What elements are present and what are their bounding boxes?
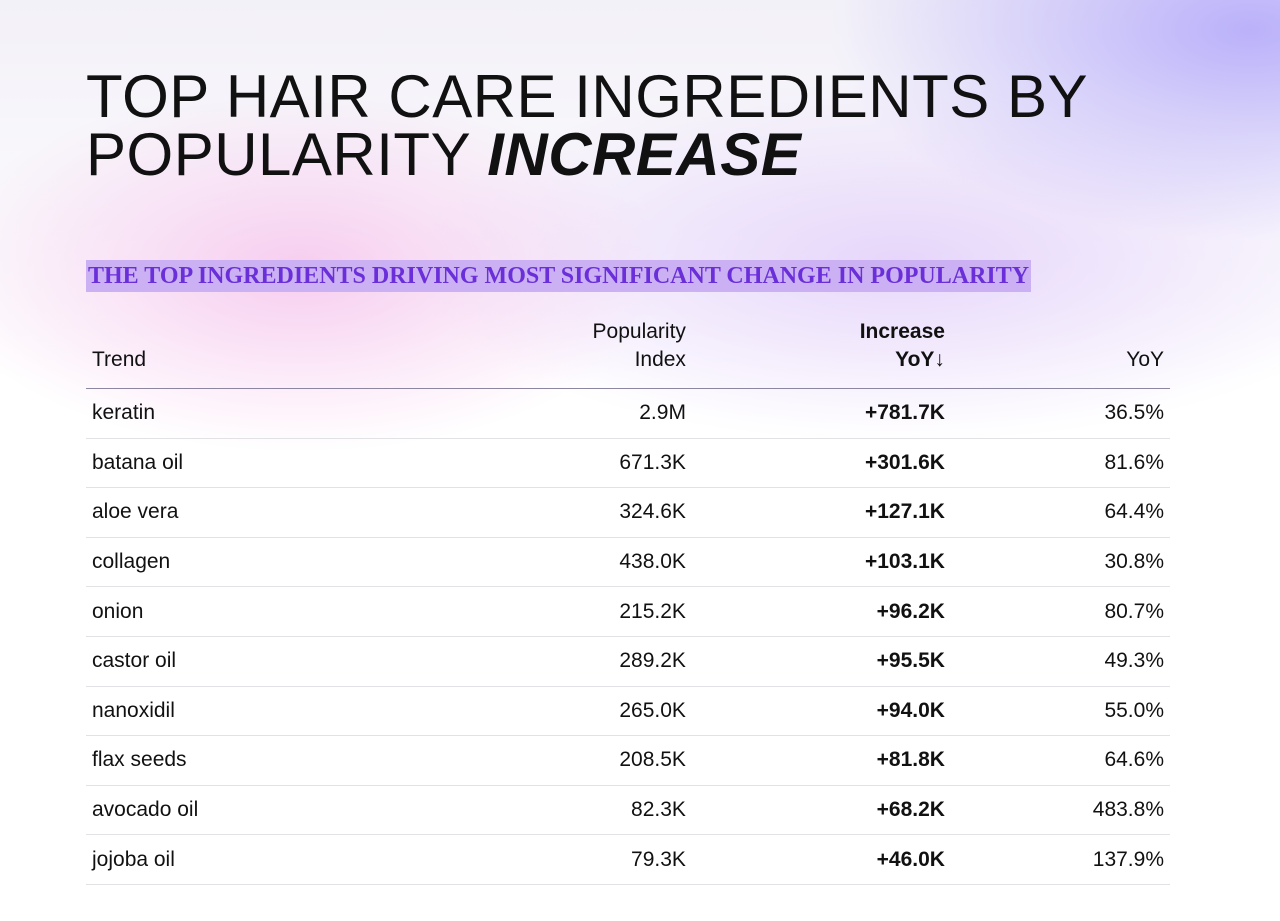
table-row: batana oil 671.3K +301.6K 81.6% [86, 438, 1170, 489]
table-cell: 137.9% [950, 834, 1170, 885]
table-cell: flax seeds [86, 735, 502, 786]
table-cell: 64.4% [950, 487, 1170, 538]
subtitle: THE TOP INGREDIENTS DRIVING MOST SIGNIFI… [86, 260, 1032, 292]
table-cell: 289.2K [501, 636, 692, 687]
table-cell: +68.2K [691, 785, 951, 836]
table-cell: 483.8% [950, 785, 1170, 836]
table-cell: +127.1K [691, 487, 951, 538]
table-row: aloe vera 324.6K +127.1K 64.4% [86, 487, 1170, 538]
title: TOP HAIR CARE INGREDIENTS BY POPULARITY … [86, 67, 1186, 185]
table-cell: +46.0K [691, 834, 951, 885]
table-cell: +96.2K [691, 586, 951, 637]
table-cell: 215.2K [501, 586, 692, 637]
table-row: collagen 438.0K +103.1K 30.8% [86, 537, 1170, 588]
table-cell: batana oil [86, 438, 502, 489]
table-cell: +95.5K [691, 636, 951, 687]
table-cell: collagen [86, 537, 502, 588]
table-cell: 80.7% [950, 586, 1170, 637]
table-cell: castor oil [86, 636, 502, 687]
table-body: keratin 2.9M +781.7K 36.5% batana oil 671.3K +… [86, 388, 1170, 885]
table-head: Trend Popularity Index Increase YoY↓ YoY [86, 318, 1170, 389]
table-row: flax seeds 208.5K +81.8K 64.6% [86, 735, 1170, 786]
table-row: onion 215.2K +96.2K 80.7% [86, 586, 1170, 637]
table-cell: 438.0K [501, 537, 692, 588]
table-cell: keratin [86, 388, 502, 439]
column-header[interactable]: YoY [950, 318, 1170, 389]
table-cell: 49.3% [950, 636, 1170, 687]
table-cell: 79.3K [501, 834, 692, 885]
table-cell: 265.0K [501, 686, 692, 737]
table-cell: 30.8% [950, 537, 1170, 588]
ingredients-table: Trend Popularity Index Increase YoY↓ YoY… [86, 318, 1170, 885]
table-cell: 324.6K [501, 487, 692, 538]
table-cell: +781.7K [691, 388, 951, 439]
table-row: nanoxidil 265.0K +94.0K 55.0% [86, 686, 1170, 737]
title-emphasis: INCREASE [487, 121, 802, 188]
table-cell: 82.3K [501, 785, 692, 836]
column-header[interactable]: Popularity Index [501, 318, 692, 389]
header-row: Trend Popularity Index Increase YoY↓ YoY [86, 318, 1170, 389]
table-row: keratin 2.9M +781.7K 36.5% [86, 388, 1170, 439]
table-cell: 2.9M [501, 388, 692, 439]
column-header-text: Popularity Index [592, 320, 686, 371]
table-cell: 208.5K [501, 735, 692, 786]
table-cell: aloe vera [86, 487, 502, 538]
table-cell: +81.8K [691, 735, 951, 786]
table-cell: +94.0K [691, 686, 951, 737]
table-cell: 55.0% [950, 686, 1170, 737]
column-header[interactable]: Increase YoY↓ [691, 318, 951, 389]
table-cell: +103.1K [691, 537, 951, 588]
table-cell: 64.6% [950, 735, 1170, 786]
title-text: TOP HAIR CARE INGREDIENTS BY POPULARITY [86, 63, 1087, 188]
table-row: castor oil 289.2K +95.5K 49.3% [86, 636, 1170, 687]
table-cell: nanoxidil [86, 686, 502, 737]
table-row: jojoba oil 79.3K +46.0K 137.9% [86, 834, 1170, 885]
column-header-text: Increase YoY↓ [859, 320, 945, 371]
column-header[interactable]: Trend [86, 318, 502, 389]
table-row: avocado oil 82.3K +68.2K 483.8% [86, 785, 1170, 836]
table-cell: 81.6% [950, 438, 1170, 489]
table-cell: 36.5% [950, 388, 1170, 439]
table-cell: onion [86, 586, 502, 637]
table-cell: avocado oil [86, 785, 502, 836]
table-cell: +301.6K [691, 438, 951, 489]
table-cell: 671.3K [501, 438, 692, 489]
table-cell: jojoba oil [86, 834, 502, 885]
